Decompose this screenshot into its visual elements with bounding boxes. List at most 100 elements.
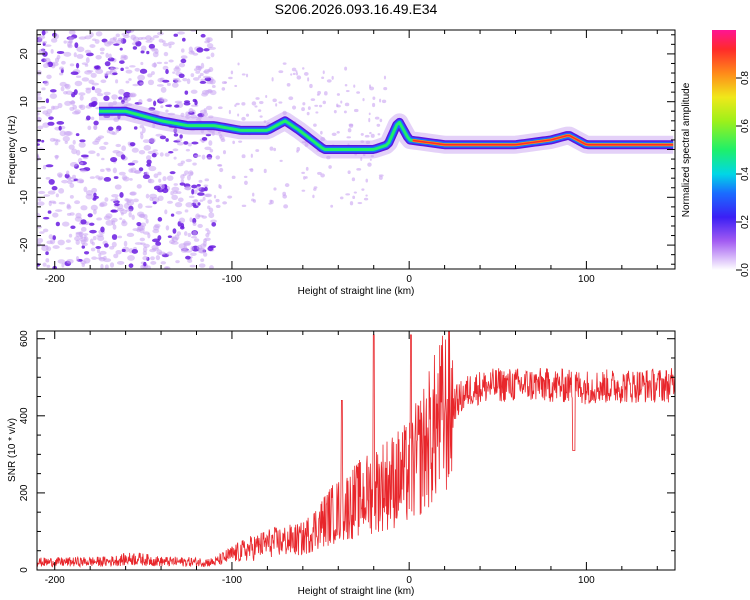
spectrogram-point — [146, 50, 150, 55]
spectrogram-point — [96, 217, 103, 221]
spectrogram-point — [221, 81, 227, 85]
spectrogram-point — [121, 145, 126, 152]
spectrogram-point — [94, 88, 102, 94]
spectrogram-point — [118, 96, 123, 100]
spectrogram-ytick-label: 20 — [19, 48, 30, 60]
spectrogram-point — [202, 196, 206, 201]
spectrogram-point — [167, 200, 173, 204]
spectrogram-point — [37, 37, 43, 43]
spectrogram-point — [208, 67, 214, 73]
spectrogram-point — [173, 156, 177, 160]
spectrogram-point — [137, 203, 143, 209]
spectrogram-point — [150, 47, 158, 51]
spectrogram-point — [72, 139, 76, 145]
spectrogram-point — [92, 236, 97, 241]
spectrogram-point — [141, 36, 147, 40]
spectrogram-point — [188, 195, 195, 199]
spectrogram-point — [80, 154, 89, 158]
spectrogram-point — [209, 148, 214, 153]
spectrogram-point — [95, 175, 100, 179]
spectrogram-point — [217, 164, 222, 167]
colorbar-label: Normalized spectral amplitude — [681, 82, 692, 217]
spectrogram-point — [169, 239, 176, 244]
spectrogram-point — [322, 100, 327, 105]
spectrogram-point — [100, 168, 105, 172]
spectrogram-point — [184, 185, 192, 191]
spectrogram-point — [54, 57, 60, 63]
spectrogram-point — [203, 69, 210, 75]
spectrogram-point — [125, 209, 134, 212]
spectrogram-point — [103, 177, 112, 182]
spectrogram-point — [326, 79, 332, 83]
spectrogram-point — [37, 263, 40, 267]
spectrogram-point — [303, 72, 309, 76]
spectrogram-point — [190, 246, 194, 252]
spectrogram-point — [379, 98, 382, 103]
spectrogram-point — [100, 51, 105, 55]
spectrogram-point — [159, 152, 164, 157]
spectrogram-point — [217, 106, 223, 110]
spectrogram-ytick-label: -20 — [19, 237, 30, 252]
spectrogram-point — [111, 94, 118, 100]
spectrogram-point — [140, 61, 144, 66]
spectrogram-point — [67, 179, 73, 185]
spectrogram-point — [364, 134, 370, 138]
spectrogram-point — [63, 51, 72, 57]
spectrogram-point — [95, 136, 102, 141]
spectrogram-point — [142, 255, 149, 261]
spectrogram-point — [95, 55, 102, 60]
spectrogram-point — [227, 195, 233, 199]
spectrogram-point — [211, 222, 217, 227]
spectrogram-point — [171, 236, 175, 241]
spectrogram-point — [376, 123, 381, 127]
spectrogram-point — [265, 94, 268, 98]
spectrogram-point — [166, 175, 174, 181]
spectrogram-point — [140, 133, 144, 140]
spectrogram-point — [64, 100, 72, 106]
spectrogram-point — [270, 199, 274, 205]
spectrogram-point — [62, 135, 70, 142]
spectrogram-point — [65, 239, 71, 243]
spectrogram-point — [201, 136, 208, 141]
spectrogram-point — [51, 61, 59, 67]
spectrogram-point — [145, 35, 152, 41]
spectrogram-point — [100, 226, 105, 233]
spectrogram-point — [275, 103, 278, 107]
spectrogram-point — [109, 130, 116, 135]
spectrogram-point — [315, 111, 319, 114]
spectrogram-point — [202, 240, 207, 247]
spectrogram-point — [241, 204, 247, 208]
spectrogram-point — [369, 131, 372, 135]
spectrogram-xlabel: Height of straight line (km) — [298, 286, 415, 297]
spectrogram-point — [85, 57, 90, 64]
spectrogram-point — [68, 233, 73, 238]
spectrogram-point — [114, 184, 122, 190]
spectrogram-point — [137, 74, 145, 81]
spectrogram-point — [118, 171, 126, 176]
spectrogram-point — [200, 62, 205, 69]
spectrogram-point — [114, 203, 120, 207]
spectrogram-point — [112, 72, 118, 76]
spectrogram-point — [45, 176, 51, 180]
spectrogram-point — [152, 201, 157, 205]
spectrogram-point — [190, 252, 197, 256]
spectrogram-point — [83, 186, 88, 193]
spectrogram-point — [304, 176, 308, 179]
spectrogram-point — [301, 107, 305, 112]
spectrogram-point — [199, 199, 204, 202]
spectrogram-point — [89, 44, 96, 48]
spectrogram-xtick-label: 0 — [406, 274, 412, 285]
spectrogram-point — [112, 224, 117, 230]
spectrogram-point — [222, 150, 227, 155]
spectrogram-point — [145, 40, 153, 43]
spectrogram-point — [48, 116, 54, 120]
spectrogram-point — [189, 217, 193, 223]
spectrogram-point — [365, 194, 368, 197]
spectrogram-point — [165, 104, 172, 108]
spectrogram-point — [181, 37, 186, 42]
spectrogram-point — [147, 178, 155, 184]
spectrogram-point — [129, 142, 136, 147]
spectrogram-point — [49, 93, 58, 99]
spectrogram-point — [363, 197, 369, 201]
spectrogram-point — [180, 248, 185, 251]
